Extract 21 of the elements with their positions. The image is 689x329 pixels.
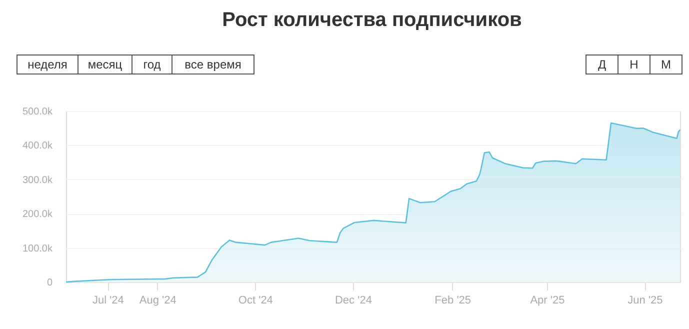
y-tick-label: 400.0k [22, 140, 54, 152]
y-tick-label: 0 [46, 278, 53, 288]
text: М [661, 58, 671, 72]
x-tick-label: Feb '25 [434, 294, 472, 306]
text: Н [630, 58, 638, 72]
x-tick-label: Jul '24 [92, 294, 124, 306]
chart-title: Рост количества подписчиков [222, 9, 522, 31]
x-tick-label: Oct '24 [238, 294, 273, 306]
text: Д [598, 58, 606, 72]
x-tick-label: Aug '24 [139, 294, 176, 306]
text: все время [184, 58, 242, 72]
x-tick-label: Dec '24 [334, 294, 372, 306]
y-tick-label: 300.0k [22, 174, 54, 186]
text: месяц [88, 58, 122, 72]
y-tick-label: 500.0k [22, 106, 54, 118]
x-tick-label: Apr '25 [530, 294, 565, 306]
x-tick-label: Jun '25 [628, 294, 663, 306]
y-tick-label: 100.0k [22, 243, 54, 254]
text: год [143, 58, 161, 72]
text: неделя [28, 58, 68, 72]
y-tick-label: 200.0k [22, 209, 54, 220]
